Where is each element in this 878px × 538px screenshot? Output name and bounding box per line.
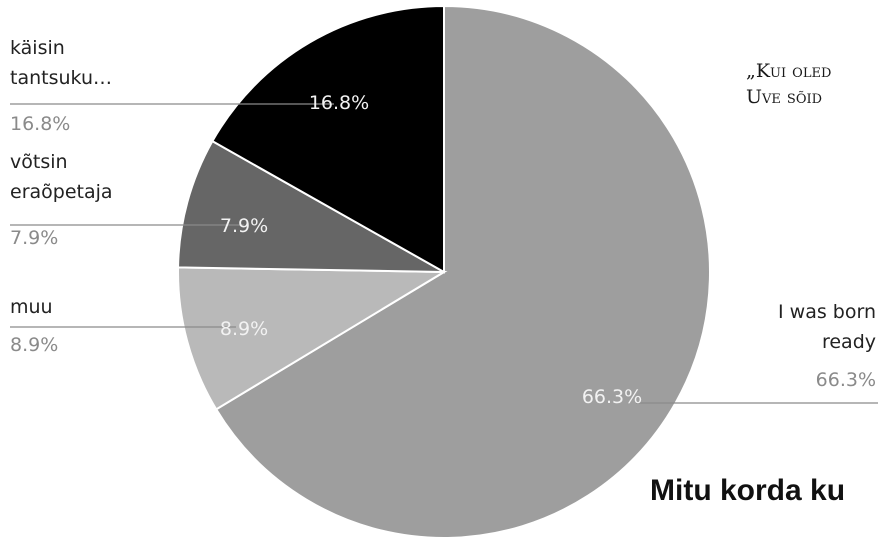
leader-lines xyxy=(10,103,878,404)
slice-label-votsin-eraopetaja: 7.9% xyxy=(220,215,268,237)
slice-label-muu: 8.9% xyxy=(220,318,268,340)
legend-label-kaisin-tantsuku: käisin tantsuku… xyxy=(10,37,112,89)
legend-label-i-was-born-ready: I was born ready xyxy=(778,301,876,353)
legend-labels: I was born ready 66.3% 66.3% muu 8.9% 8.9% võts… xyxy=(10,37,876,408)
legend-pct-muu: 8.9% xyxy=(10,334,58,356)
section-heading: Mitu korda ku xyxy=(650,474,846,507)
pie-slice-muu xyxy=(177,266,448,411)
legend-label-muu: muu xyxy=(10,296,53,318)
pie-slice-kaisin-tantsuku xyxy=(211,4,445,274)
slice-label-kaisin-tantsuku: 16.8% xyxy=(309,92,369,114)
quote-line-2: Uve sõid xyxy=(746,86,823,108)
legend-pct-votsin-eraopetaja: 7.9% xyxy=(10,227,58,249)
legend-pct-kaisin-tantsuku: 16.8% xyxy=(10,113,70,135)
quote-text: „Kui oled Uve sõid xyxy=(746,58,831,110)
pie-slice-votsin-eraopetaja xyxy=(177,139,445,273)
legend-pct-i-was-born-ready: 66.3% xyxy=(816,369,876,391)
slice-label-i-was-born-ready: 66.3% xyxy=(582,386,642,408)
pie-slices xyxy=(177,4,711,538)
quote-line-1: „Kui oled xyxy=(746,60,832,82)
legend-label-votsin-eraopetaja: võtsin eraõpetaja xyxy=(10,151,113,203)
